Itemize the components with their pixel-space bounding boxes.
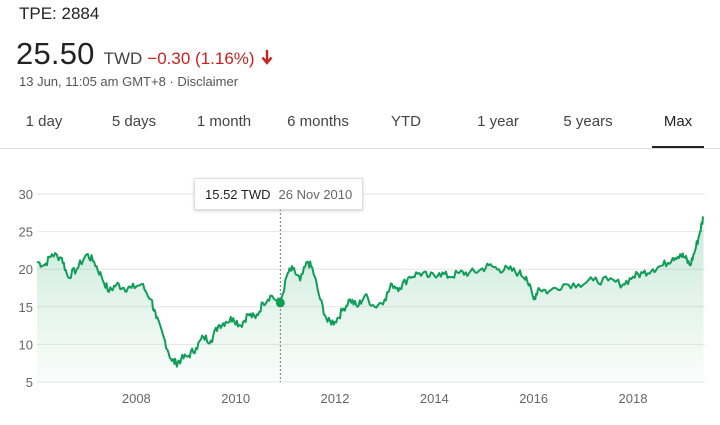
price-area [37,216,704,382]
quote-timestamp: 13 Jun, 11:05 am GMT+8 · [19,74,178,89]
down-arrow-icon [261,49,273,65]
tab-1-month[interactable]: 1 month [196,113,252,130]
tabs-divider [0,148,720,149]
disclaimer-link[interactable]: Disclaimer [177,74,239,89]
ticker-symbol: TPE: 2884 [19,4,100,23]
currency-label: TWD [103,49,143,68]
y-tick-label: 25 [19,225,33,240]
current-price: 25.50 [16,36,95,71]
hover-point [275,298,285,308]
x-tick-label: 2014 [420,391,449,406]
y-tick-label: 5 [26,375,33,390]
y-tick-label: 10 [19,337,33,352]
tab-1-year[interactable]: 1 year [477,113,519,130]
tab-ytd[interactable]: YTD [391,113,421,130]
tab-6-months[interactable]: 6 months [287,113,349,130]
tab-max[interactable]: Max [652,106,704,149]
quote-meta: 13 Jun, 11:05 am GMT+8 · Disclaimer [19,74,238,89]
price-line [36,215,705,368]
tab-1-day[interactable]: 1 day [25,113,63,130]
x-tick-label: 2012 [321,391,350,406]
x-tick-label: 2018 [619,391,648,406]
tooltip-value: 15.52 TWD [205,186,271,202]
chart-tooltip: 15.52 TWD 26 Nov 2010 [194,178,364,210]
tab-5-days[interactable]: 5 days [111,113,157,130]
price-change: −0.30 (1.16%) [147,49,255,68]
x-tick-label: 2008 [122,391,151,406]
x-tick-label: 2016 [519,391,548,406]
tab-5-years[interactable]: 5 years [563,113,613,130]
range-tabs: 1 day 5 days 1 month 6 months YTD 1 year… [0,106,720,149]
price-chart[interactable]: 5 10 15 20 25 30 2008 2010 2012 2014 2016 2018 [0,150,720,425]
y-tick-label: 20 [19,262,33,277]
tooltip-date: 26 Nov 2010 [278,186,353,202]
y-tick-label: 30 [19,187,33,202]
x-tick-label: 2010 [221,391,250,406]
price-row: 25.50 TWD −0.30 (1.16%) [16,36,273,72]
y-tick-label: 15 [19,300,33,315]
